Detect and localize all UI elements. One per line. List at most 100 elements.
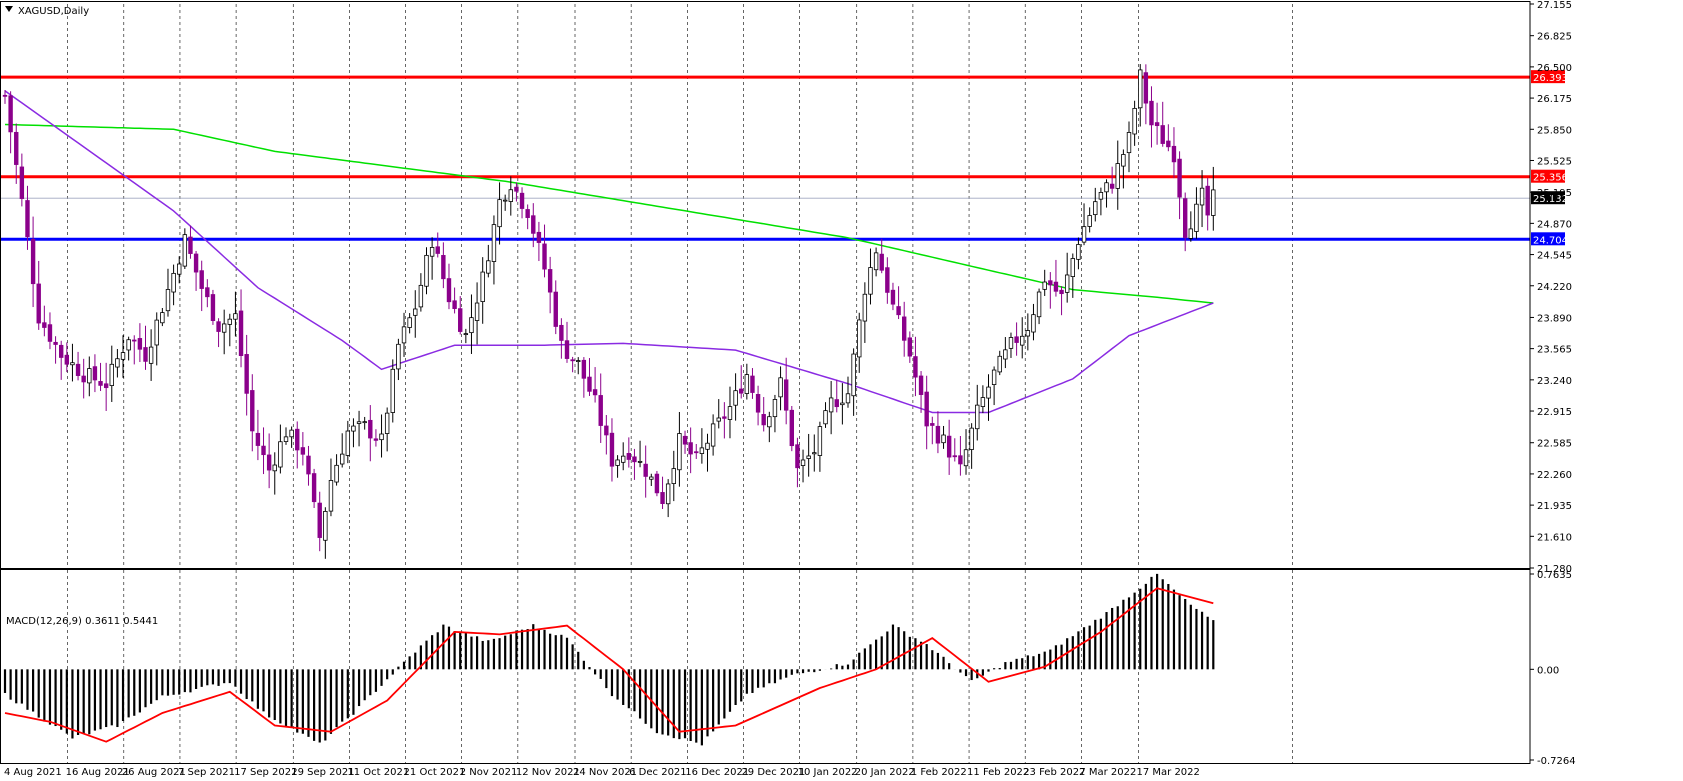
candle-body bbox=[1115, 163, 1120, 189]
candle-body bbox=[514, 186, 519, 192]
candle bbox=[907, 331, 913, 363]
candle bbox=[244, 334, 249, 416]
candle-body bbox=[401, 326, 407, 344]
candle-body bbox=[356, 421, 362, 424]
candle-body bbox=[834, 399, 839, 408]
candle bbox=[70, 343, 75, 382]
candle bbox=[1020, 317, 1025, 359]
candle-body bbox=[87, 368, 92, 384]
candle-body bbox=[368, 419, 373, 439]
candle-body bbox=[486, 260, 491, 274]
candle bbox=[278, 424, 283, 474]
price-tick-label: 23.240 bbox=[1537, 376, 1572, 387]
candle bbox=[486, 244, 491, 278]
candle bbox=[497, 182, 502, 245]
candle bbox=[873, 247, 879, 277]
candle-body bbox=[272, 464, 277, 472]
candle-body bbox=[946, 435, 952, 458]
candle-body bbox=[604, 425, 609, 436]
price-panel-frame bbox=[0, 1, 1531, 569]
candle bbox=[896, 286, 901, 320]
candle bbox=[739, 365, 744, 399]
candle bbox=[14, 123, 19, 184]
candle-body bbox=[609, 432, 615, 467]
candle-body bbox=[817, 426, 823, 456]
candle bbox=[918, 371, 924, 413]
candle bbox=[339, 433, 345, 468]
price-tick-label: 22.915 bbox=[1537, 407, 1572, 418]
candle bbox=[986, 374, 991, 421]
candle-body bbox=[1025, 330, 1031, 337]
candle-body bbox=[154, 319, 159, 346]
candle bbox=[559, 318, 564, 359]
candle-body bbox=[812, 452, 817, 455]
grid bbox=[67, 4, 1293, 764]
candle-body bbox=[699, 447, 705, 454]
candle bbox=[390, 359, 395, 423]
candle-body bbox=[396, 343, 401, 370]
candle-body bbox=[654, 473, 660, 494]
candle bbox=[519, 187, 525, 219]
candle bbox=[64, 342, 70, 373]
candle-body bbox=[536, 231, 542, 243]
candle-body bbox=[598, 395, 603, 426]
candle bbox=[1143, 64, 1149, 125]
current-price-tag bbox=[1531, 191, 1565, 205]
candle-body bbox=[210, 294, 216, 321]
candle bbox=[665, 479, 671, 518]
candle bbox=[1081, 203, 1087, 246]
candle bbox=[25, 185, 30, 250]
price-tick-label: 24.220 bbox=[1537, 282, 1572, 293]
candle bbox=[238, 289, 244, 368]
date-tick-label: 17 Mar 2022 bbox=[1137, 767, 1200, 778]
candle bbox=[1115, 140, 1120, 210]
candle bbox=[598, 373, 603, 443]
candle bbox=[1149, 86, 1154, 148]
date-tick-label: 10 Jan 2022 bbox=[798, 767, 858, 778]
candle-body bbox=[1076, 244, 1081, 260]
candle-body bbox=[806, 455, 811, 459]
candle-body bbox=[772, 399, 778, 418]
date-tick-label: 29 Dec 2021 bbox=[741, 767, 805, 778]
price-tick-label: 21.935 bbox=[1537, 501, 1572, 512]
candle bbox=[946, 419, 952, 475]
candle-body bbox=[952, 455, 957, 458]
candle bbox=[755, 385, 761, 426]
candle-body bbox=[227, 318, 232, 325]
candle bbox=[379, 414, 384, 458]
candle bbox=[435, 232, 440, 258]
candle bbox=[1064, 252, 1070, 303]
candle bbox=[272, 452, 277, 495]
candle-body bbox=[339, 453, 345, 465]
candle bbox=[514, 182, 519, 202]
candle-body bbox=[47, 324, 53, 342]
candle-body bbox=[576, 360, 581, 362]
candle bbox=[59, 340, 64, 380]
candle bbox=[783, 357, 789, 425]
candle-body bbox=[311, 473, 317, 503]
level-tag-resistance-high bbox=[1531, 70, 1565, 84]
candle-body bbox=[1166, 140, 1171, 148]
candle-body bbox=[991, 369, 997, 385]
candle bbox=[143, 325, 148, 370]
candle-body bbox=[542, 243, 547, 270]
candle-body bbox=[677, 433, 682, 471]
candle-body bbox=[1087, 215, 1092, 227]
candle bbox=[418, 273, 424, 312]
candle-body bbox=[306, 455, 311, 475]
candle bbox=[1160, 101, 1165, 147]
candle-body bbox=[278, 441, 283, 468]
candle-body bbox=[783, 379, 789, 411]
price-tick-label: 22.260 bbox=[1537, 470, 1572, 481]
candle bbox=[699, 428, 705, 464]
symbol-menu-icon[interactable] bbox=[5, 6, 13, 12]
candle-body bbox=[963, 449, 969, 467]
candle bbox=[969, 423, 974, 469]
candle-body bbox=[1143, 72, 1149, 104]
candle bbox=[1211, 166, 1216, 231]
candle bbox=[317, 491, 322, 552]
price-tick-label: 22.585 bbox=[1537, 439, 1572, 450]
candle-body bbox=[1053, 281, 1059, 292]
date-tick-label: 11 Feb 2022 bbox=[967, 767, 1029, 778]
